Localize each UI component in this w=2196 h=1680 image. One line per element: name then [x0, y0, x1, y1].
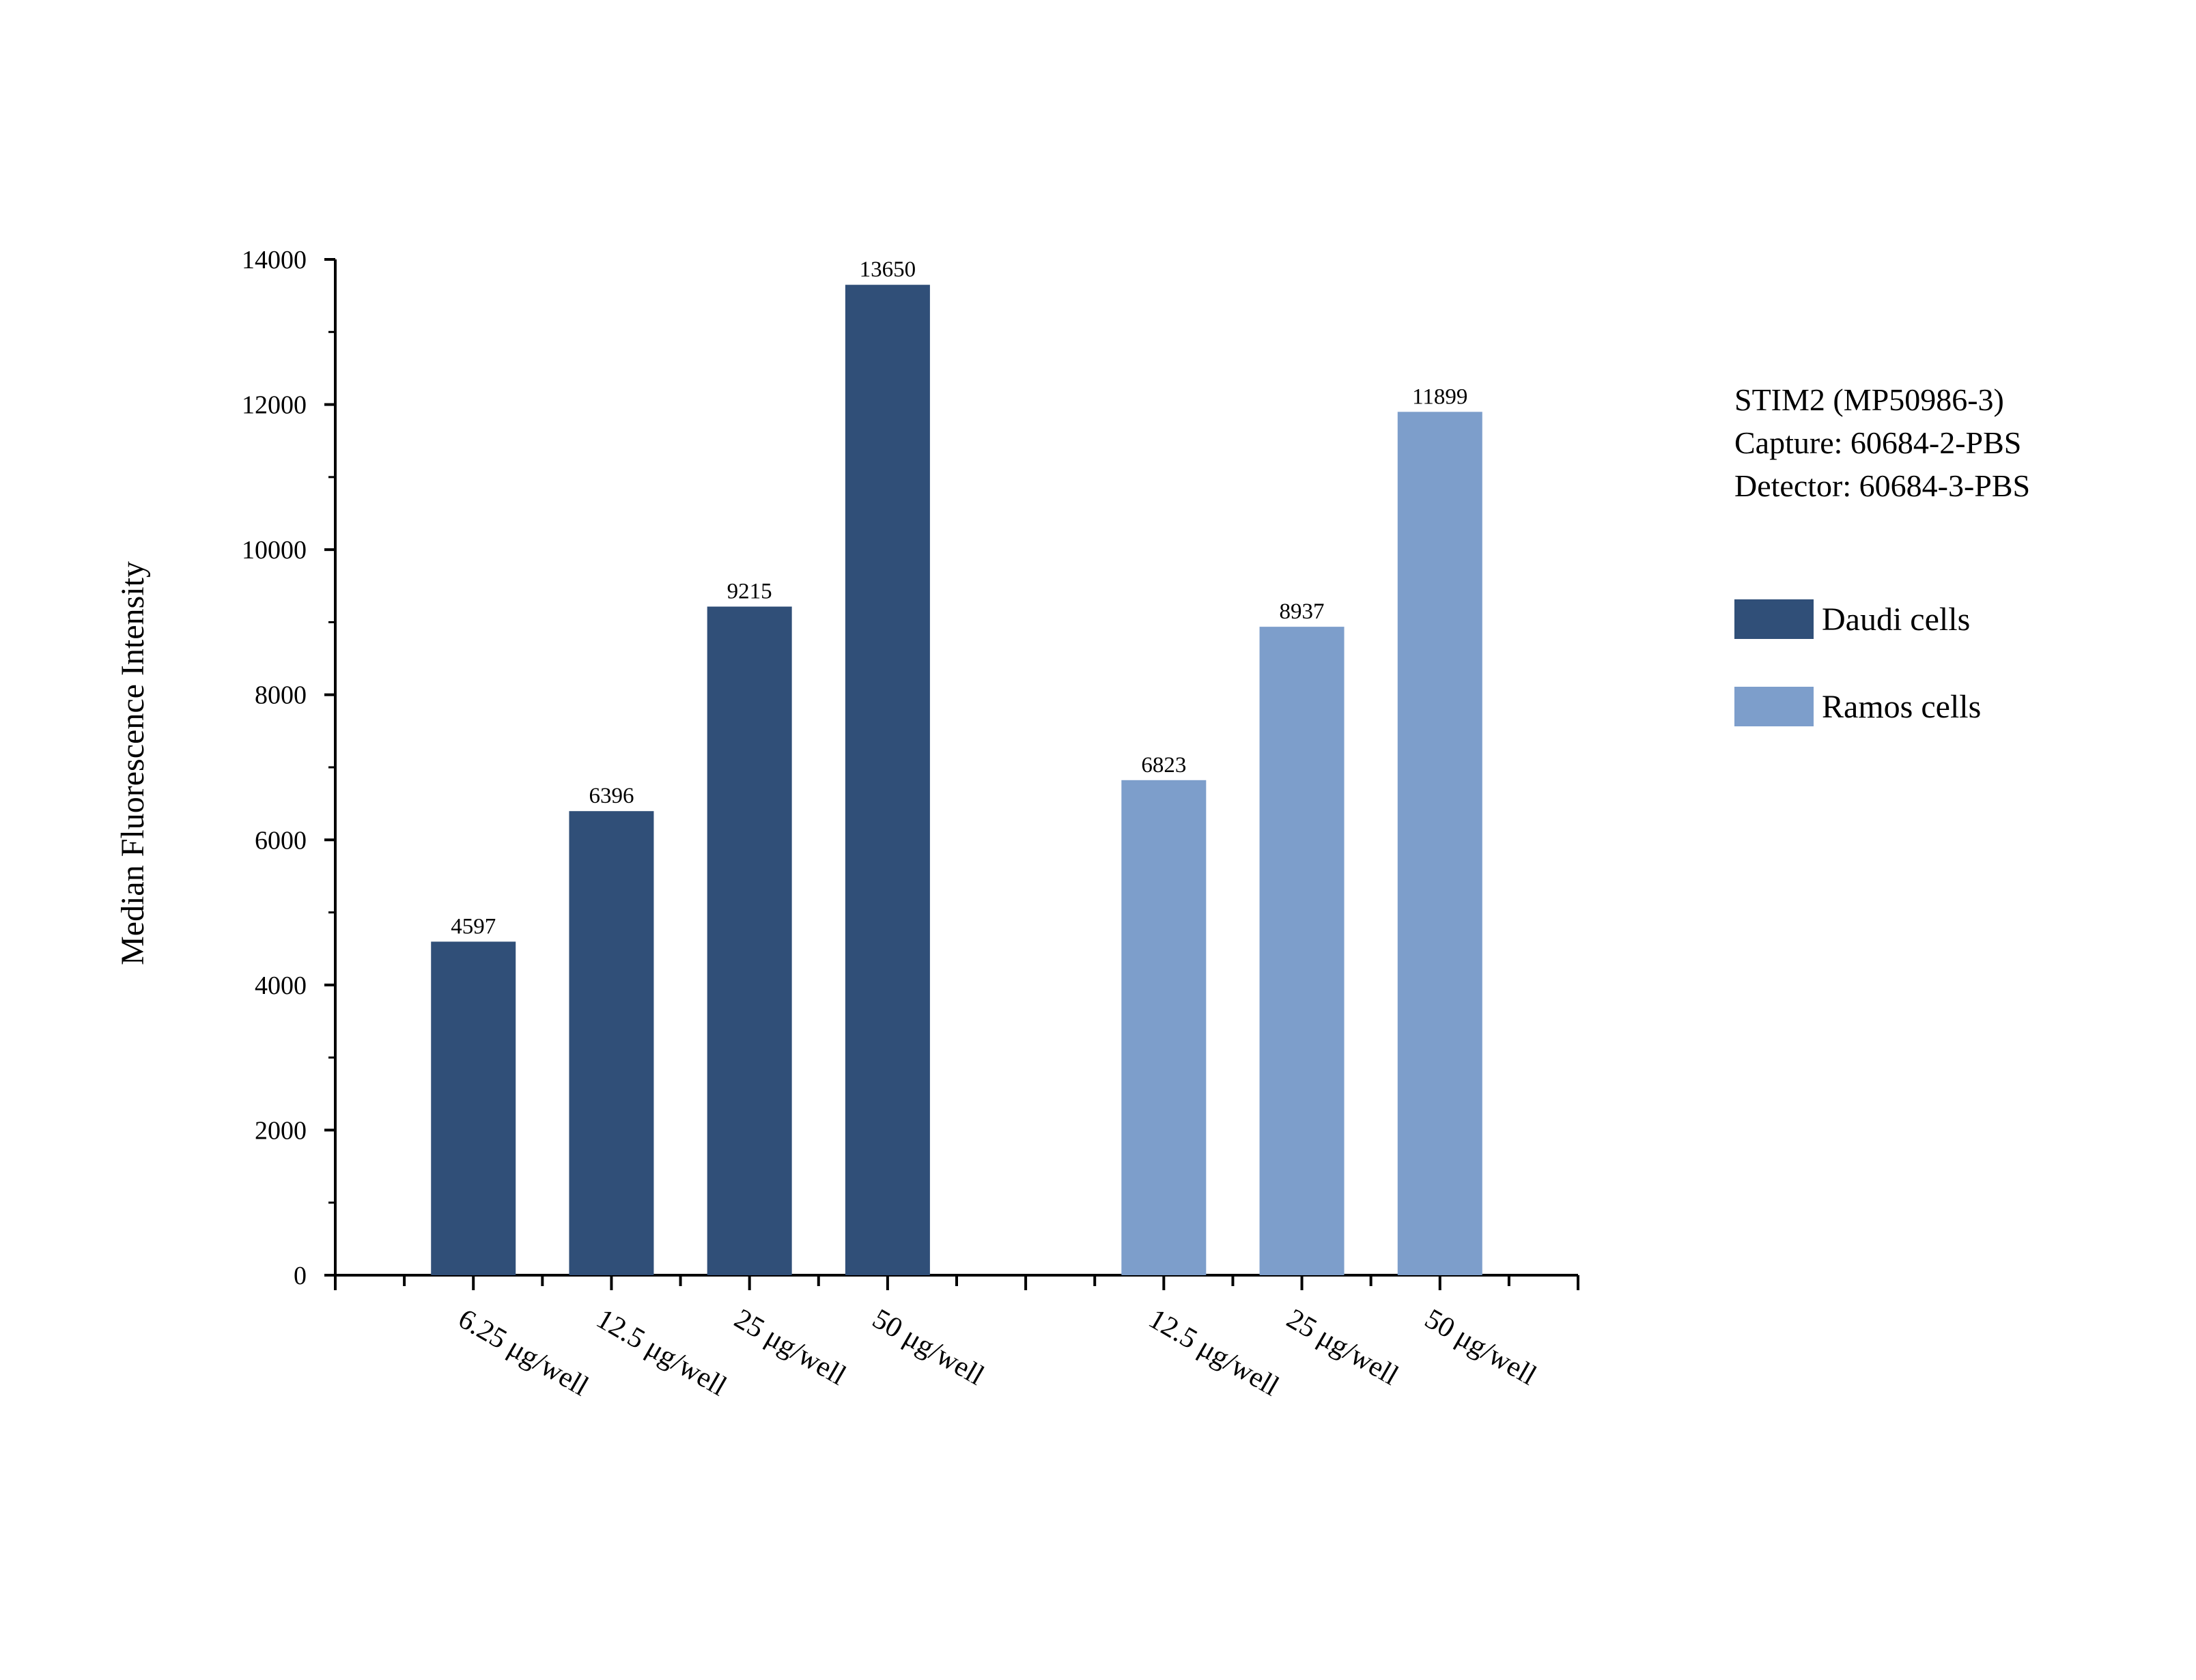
annotation-line: STIM2 (MP50986-3)	[1734, 382, 2004, 417]
bar	[569, 811, 654, 1275]
x-tick-label: 50 μg/well	[1420, 1303, 1542, 1392]
x-tick-label: 25 μg/well	[1282, 1303, 1404, 1392]
y-tick-label: 6000	[255, 826, 307, 855]
bar	[707, 606, 792, 1275]
value-labels: 4597 6396 9215 13650 6823 8937 11899	[451, 257, 1467, 939]
x-tick-label: 12.5 μg/well	[1143, 1303, 1284, 1403]
chart-annotation: STIM2 (MP50986-3) Capture: 60684-2-PBS Det…	[1734, 382, 2030, 503]
x-tick-label: 6.25 μg/well	[453, 1303, 593, 1403]
legend-swatch	[1734, 599, 1814, 639]
y-tick-label: 2000	[255, 1116, 307, 1145]
data-label: 8937	[1280, 599, 1325, 624]
bar	[845, 285, 930, 1276]
bar	[1121, 780, 1207, 1275]
legend-label: Daudi cells	[1822, 601, 1970, 638]
data-label: 4597	[451, 914, 496, 939]
x-axis	[334, 1274, 1579, 1290]
y-tick-label: 4000	[255, 971, 307, 1000]
data-label: 6396	[589, 784, 634, 808]
bar	[1259, 627, 1345, 1275]
legend: Daudi cells Ramos cells	[1734, 599, 1981, 726]
y-axis-title: Median Fluorescence Intensity	[115, 561, 151, 965]
y-axis: 0 2000 4000 6000 8000 10000 12000 14000	[242, 246, 337, 1290]
y-tick-label: 10000	[242, 536, 307, 565]
data-label: 11899	[1412, 384, 1467, 409]
y-tick-label: 0	[294, 1262, 307, 1290]
x-tick-label: 12.5 μg/well	[591, 1303, 731, 1403]
x-tick-label: 50 μg/well	[867, 1303, 989, 1392]
bar	[1397, 412, 1482, 1275]
bar	[431, 941, 516, 1275]
y-tick-label: 8000	[255, 681, 307, 710]
legend-label: Ramos cells	[1822, 689, 1981, 725]
annotation-line: Capture: 60684-2-PBS	[1734, 425, 2021, 460]
legend-swatch	[1734, 687, 1814, 726]
y-tick-label: 14000	[242, 246, 307, 274]
x-tick-label: 25 μg/well	[729, 1303, 851, 1392]
bars	[431, 285, 1482, 1276]
data-label: 6823	[1141, 753, 1186, 778]
y-tick-label: 12000	[242, 391, 307, 420]
annotation-line: Detector: 60684-3-PBS	[1734, 468, 2030, 503]
data-label: 9215	[727, 580, 772, 604]
data-label: 13650	[860, 257, 916, 282]
